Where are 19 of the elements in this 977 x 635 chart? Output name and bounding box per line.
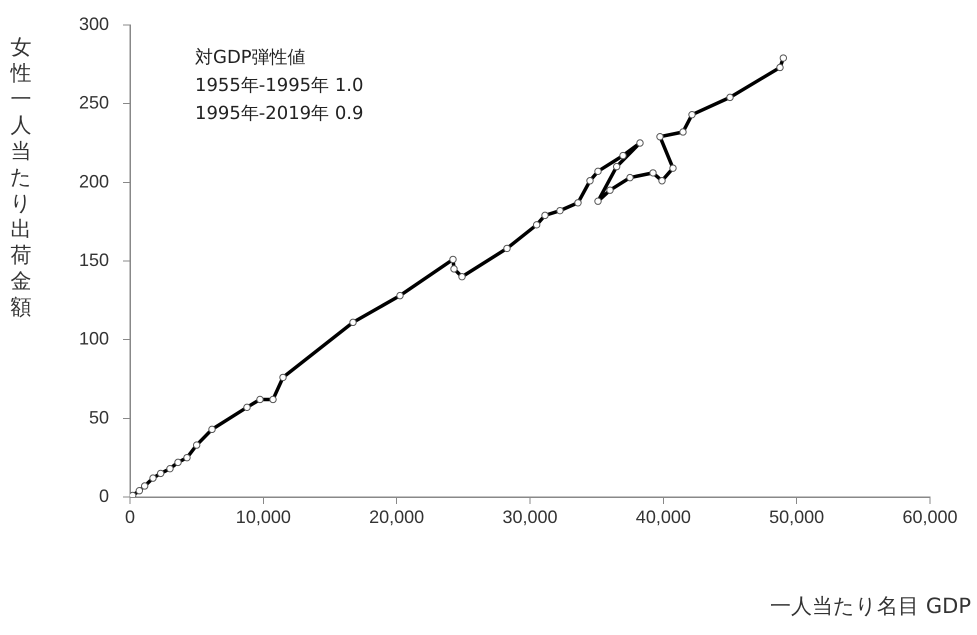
y-tick-label: 300 [78,14,109,34]
x-tick-label: 20,000 [369,506,424,527]
annotation: 1955年-1995年 1.0 [195,74,364,98]
text: 女性一人当たり出荷金額 [10,35,32,319]
x-tick-label: 40,000 [636,506,691,527]
x-tick-label: 60,000 [902,506,958,527]
y-tick-label: 0 [98,486,109,506]
y-tick-label: 50 [88,407,109,428]
x-axis-title: 一人当たり名目 GDP [770,593,971,620]
x-tick-label: 10,000 [236,506,291,527]
y-tick-label: 250 [78,92,109,113]
x-tick-label: 30,000 [502,506,558,527]
y-tick-label: 100 [78,328,109,349]
y-tick-label: 150 [78,250,109,270]
y-tick-label: 200 [78,171,109,192]
annotation: 対GDP弾性値 [195,46,307,70]
x-tick-label: 50,000 [769,506,824,527]
annotation: 1995年-2019年 0.9 [195,102,364,126]
x-tick-label: 0 [124,506,136,527]
